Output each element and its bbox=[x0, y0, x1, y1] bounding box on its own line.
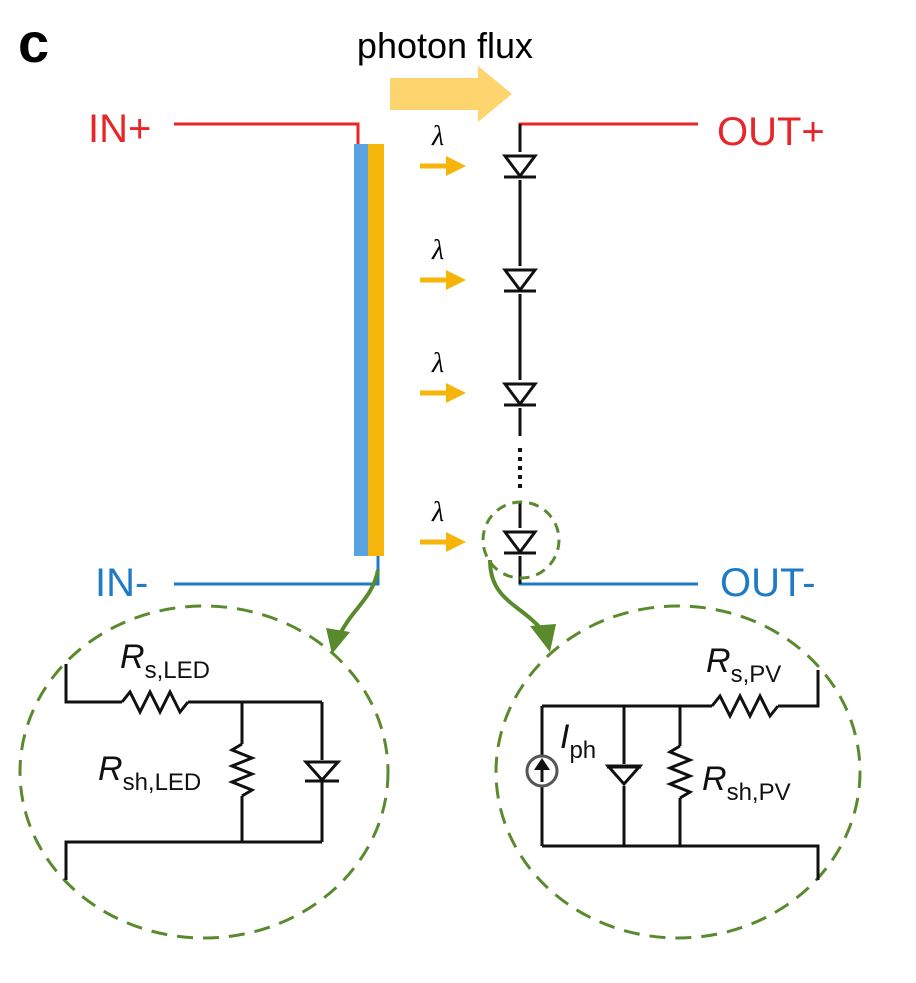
led-equivalent-circuit bbox=[64, 664, 324, 880]
in-minus-wire bbox=[174, 556, 380, 586]
in-plus-wire bbox=[174, 122, 360, 146]
led-circuit-callout bbox=[18, 604, 390, 940]
led-series-resistor bbox=[120, 688, 190, 716]
photon-arrow-2: λ bbox=[420, 235, 466, 290]
pv-rs-label: Rs,PV bbox=[706, 642, 781, 688]
out-minus-label: OUT- bbox=[720, 561, 816, 605]
pv-diode-3 bbox=[502, 382, 538, 407]
pv-series-resistor bbox=[710, 692, 780, 720]
lambda-label-4: λ bbox=[431, 497, 444, 528]
led-yellow-layer bbox=[368, 144, 384, 556]
out-minus-wire bbox=[518, 568, 698, 586]
pv-diode-2 bbox=[502, 268, 538, 293]
out-plus-label: OUT+ bbox=[717, 110, 825, 154]
pv-rsh-label: Rsh,PV bbox=[702, 760, 791, 806]
lambda-label-3: λ bbox=[431, 348, 444, 379]
out-plus-wire bbox=[518, 122, 698, 140]
pv-callout-arrowhead bbox=[530, 624, 556, 652]
photon-flux-label: photon flux bbox=[357, 25, 533, 66]
led-rsh-label: Rsh,LED bbox=[98, 750, 201, 796]
lambda-label-1: λ bbox=[431, 121, 444, 152]
photon-flux-arrow bbox=[390, 66, 512, 122]
ellipsis-dots bbox=[518, 448, 522, 488]
in-minus-label: IN- bbox=[95, 561, 148, 605]
pv-diode-1 bbox=[502, 154, 538, 179]
photon-arrow-1: λ bbox=[420, 121, 466, 176]
led-callout-arrowhead bbox=[326, 628, 350, 654]
photon-arrow-4: λ bbox=[420, 497, 466, 552]
pv-cell-highlight bbox=[481, 500, 561, 580]
panel-label: c bbox=[18, 11, 49, 74]
led-blue-layer bbox=[354, 144, 368, 556]
lambda-label-2: λ bbox=[431, 235, 444, 266]
pv-iph-label: Iph bbox=[560, 718, 596, 764]
in-plus-label: IN+ bbox=[88, 107, 151, 151]
pv-shunt-resistor bbox=[665, 744, 695, 800]
current-source-icon bbox=[525, 754, 559, 788]
pv-circuit-callout bbox=[494, 604, 862, 940]
led-diode bbox=[302, 760, 342, 783]
led-rs-label: Rs,LED bbox=[120, 638, 210, 684]
led-callout-arrow bbox=[336, 569, 380, 639]
photon-arrow-3: λ bbox=[420, 348, 466, 403]
pv-diode bbox=[604, 764, 644, 787]
pv-diode-4 bbox=[502, 530, 538, 555]
pv-equivalent-circuit bbox=[540, 670, 820, 880]
pv-callout-arrow bbox=[488, 559, 544, 632]
led-shunt-resistor bbox=[227, 742, 257, 798]
